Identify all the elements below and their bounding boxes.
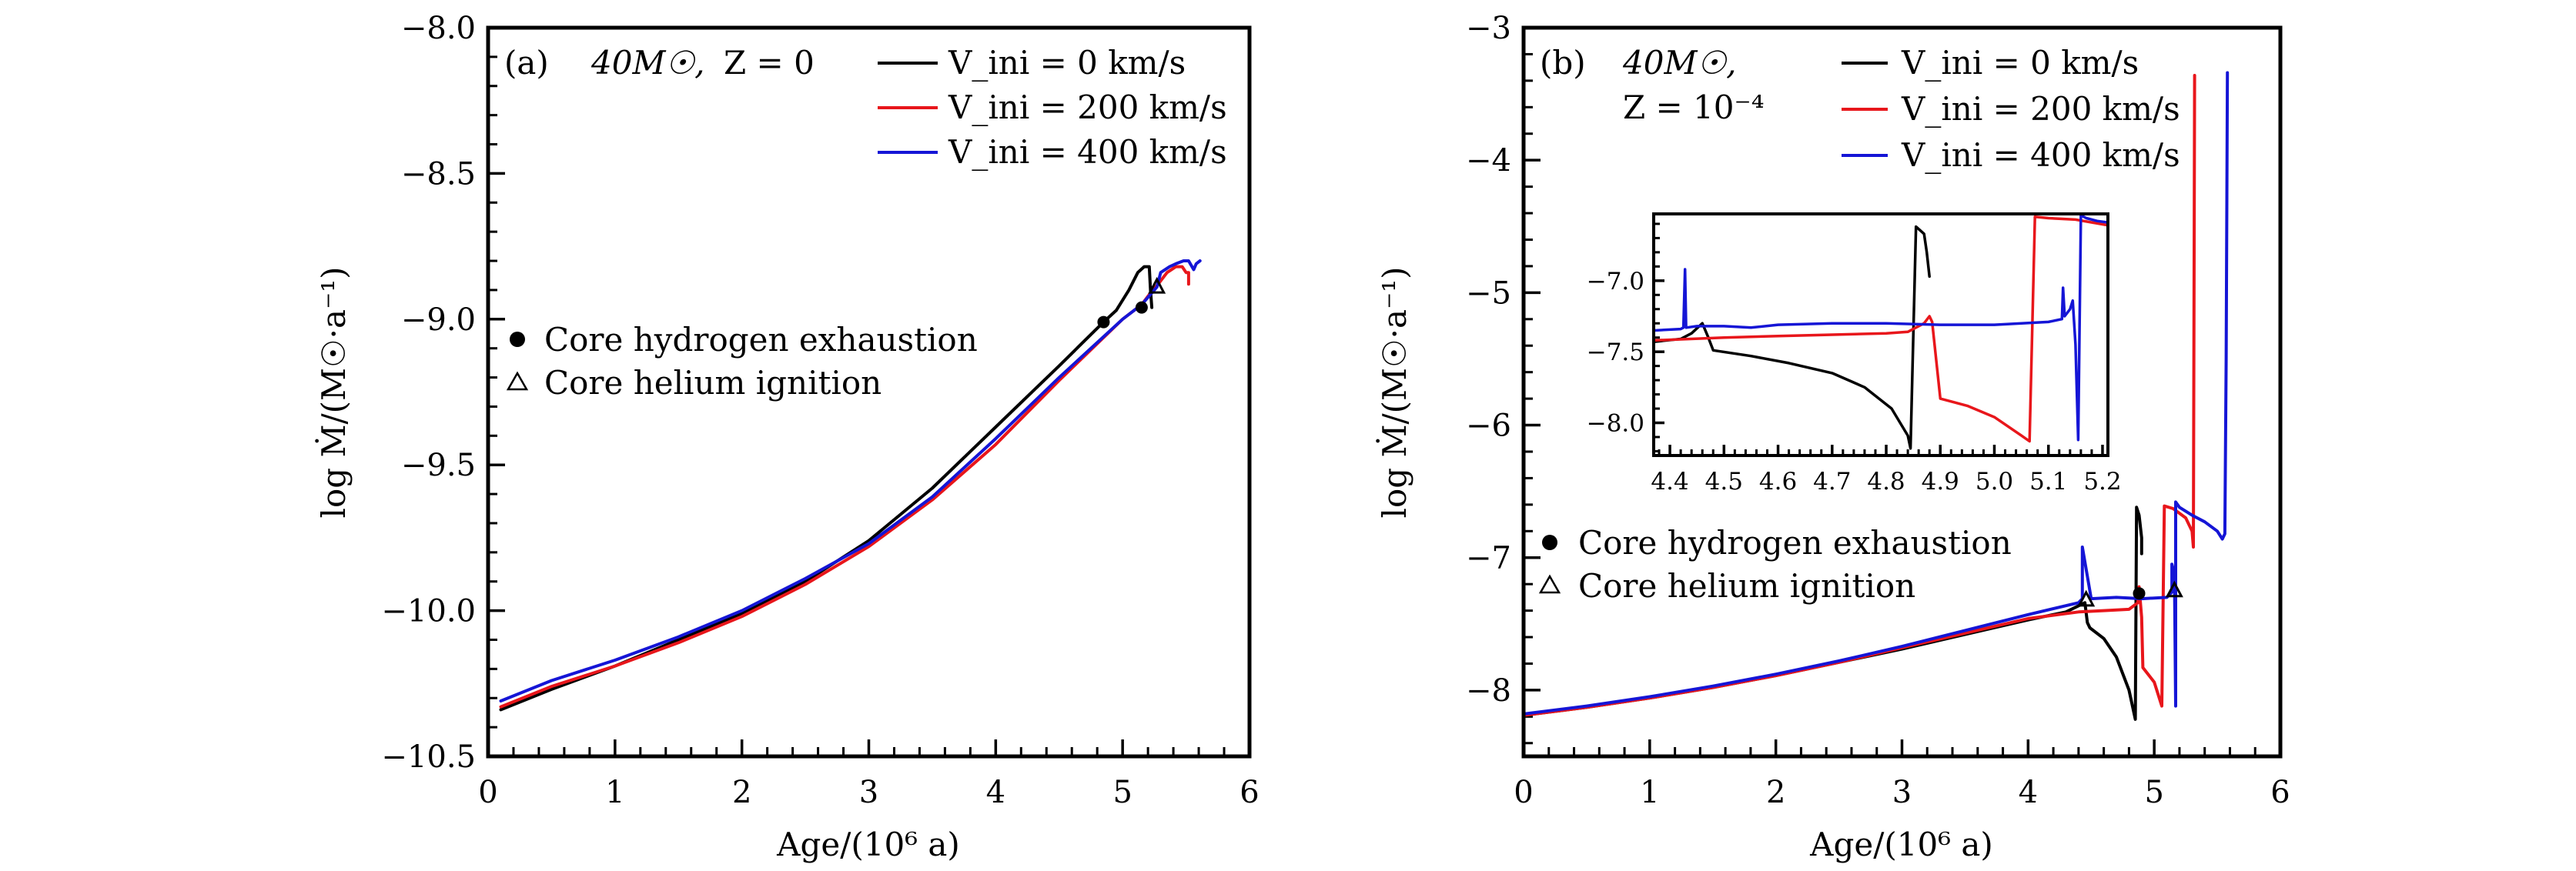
inset-series (1654, 214, 2108, 450)
inset-x-tick-label: 5.1 (2029, 468, 2067, 496)
panel-a-metallicity: Z = 0 (724, 44, 815, 82)
panel-a-series-line-0 (499, 265, 1154, 712)
open-triangle-icon (506, 371, 529, 391)
panel-a-x-tick-label: 3 (859, 775, 878, 810)
panel-a: 0 1 2 3 4 5 6 −10.5 −10.0 −9.5 −9.0 −8.5 −8.0 Age/(… (314, 11, 1260, 863)
panel-b-y-tick-labels: −8 −7 −6 −5 −4 −3 (1466, 11, 1511, 709)
panel-a-frame (486, 25, 1252, 759)
panel-b-legend-label-0: V_ini = 0 km/s (1901, 44, 2139, 82)
panel-b-mass: 40M☉, (1622, 44, 1736, 82)
panel-b-y-tick-label: −7 (1466, 541, 1511, 576)
panel-a-mass: 40M☉, (590, 44, 704, 82)
panel-b-y-tick-label: −5 (1466, 275, 1511, 311)
panel-a-legend: V_ini = 0 km/s V_ini = 200 km/s V_ini = … (878, 44, 1227, 171)
panel-a-marker-legend: Core hydrogen exhaustion Core helium ign… (506, 321, 978, 402)
panel-b-y-tick-label: −8 (1466, 673, 1511, 709)
panel-a-y-tick-label: −9.0 (401, 302, 476, 338)
panel-b-markers (2077, 580, 2183, 607)
panel-a-annotation: (a) 40M☉, Z = 0 (504, 44, 815, 82)
panel-a-x-tick-label: 1 (605, 775, 624, 810)
panel-a-marker-hydrogen-exhaustion (1135, 301, 1148, 314)
panel-a-x-tick-label: 4 (986, 775, 1005, 810)
panel-a-x-tick-labels: 0 1 2 3 4 5 6 (478, 775, 1259, 810)
inset-x-tick-labels: 4.4 4.5 4.6 4.7 4.8 4.9 5.0 5.1 5.2 (1651, 468, 2121, 496)
panel-a-markers (1097, 276, 1166, 329)
open-triangle-icon (1538, 574, 1561, 594)
panel-a-y-tick-label: −8.0 (401, 11, 476, 46)
panel-a-x-tick-label: 0 (478, 775, 497, 810)
inset-x-tick-label: 4.9 (1922, 468, 1959, 496)
panel-b-legend-label-2: V_ini = 400 km/s (1901, 136, 2180, 174)
panel-b-y-tick-label: −3 (1466, 11, 1511, 46)
panel-a-y-tick-label: −10.0 (381, 594, 476, 629)
panel-b-metallicity: Z = 10⁻⁴ (1623, 88, 1765, 126)
panel-b-x-tick-label: 0 (1514, 775, 1533, 810)
panel-a-y-tick-labels: −10.5 −10.0 −9.5 −9.0 −8.5 −8.0 (381, 11, 476, 775)
filled-circle-icon (1542, 535, 1557, 550)
panel-a-marker-helium-ignition (1148, 276, 1166, 294)
panel-b-x-axis-title: Age/(10⁶ a) (1809, 826, 1993, 863)
panel-b-x-tick-label: 4 (2019, 775, 2038, 810)
panel-a-x-tick-label: 6 (1239, 775, 1259, 810)
panel-a-y-tick-label: −9.5 (401, 448, 476, 483)
inset-x-tick-label: 4.8 (1867, 468, 1905, 496)
panel-b-x-tick-label: 2 (1766, 775, 1785, 810)
panel-a-y-axis-title: log Ṁ/(M☉·a⁻¹) (314, 267, 353, 519)
panel-a-y-tick-label: −8.5 (401, 156, 476, 192)
panel-b-y-axis-title: log Ṁ/(M☉·a⁻¹) (1375, 267, 1413, 519)
panel-b-inset-frame (1652, 212, 2109, 457)
panel-a-y-tick-label: −10.5 (381, 739, 476, 775)
panel-a-legend-label-1: V_ini = 200 km/s (948, 88, 1227, 126)
panel-a-marker-legend-label-0: Core hydrogen exhaustion (544, 321, 978, 359)
panel-a-x-tick-label: 2 (732, 775, 751, 810)
panel-b-y-tick-label: −4 (1466, 143, 1511, 179)
panel-b-x-tick-label: 5 (2144, 775, 2163, 810)
panel-b-marker-legend: Core hydrogen exhaustion Core helium ign… (1538, 524, 2012, 605)
panel-b-label: (b) (1540, 44, 1586, 82)
inset-y-tick-label: −8.0 (1587, 410, 1644, 438)
panel-a-legend-label-2: V_ini = 400 km/s (948, 133, 1227, 171)
panel-a-series-line-2 (499, 259, 1202, 702)
panel-b-marker-helium-ignition (2165, 580, 2183, 598)
panel-b-legend: V_ini = 0 km/s V_ini = 200 km/s V_ini = … (1842, 44, 2180, 174)
filled-circle-icon (510, 332, 525, 347)
inset-x-tick-label: 4.6 (1759, 468, 1797, 496)
panel-b-x-tick-label: 6 (2270, 775, 2290, 810)
panel-b-x-tick-label: 3 (1892, 775, 1912, 810)
panel-b-y-tick-label: −6 (1466, 409, 1511, 444)
inset-x-tick-label: 5.0 (1975, 468, 2013, 496)
inset-y-tick-labels: −8.0 −7.5 −7.0 (1587, 268, 1644, 438)
panel-b-marker-legend-label-0: Core hydrogen exhaustion (1578, 524, 2012, 562)
panel-a-marker-legend-label-1: Core helium ignition (544, 364, 882, 402)
panel-b-annotation: (b) 40M☉, Z = 10⁻⁴ (1540, 44, 1765, 126)
inset-x-tick-label: 5.2 (2083, 468, 2121, 496)
inset-x-tick-label: 4.7 (1813, 468, 1851, 496)
panel-b-marker-hydrogen-exhaustion (2133, 587, 2146, 600)
inset-y-tick-label: −7.0 (1587, 268, 1644, 295)
inset-series-line-2 (1654, 214, 2108, 442)
panel-a-x-axis-title: Age/(10⁶ a) (776, 826, 960, 863)
panel-b-frame (1521, 25, 2283, 759)
panel-a-x-tick-label: 5 (1112, 775, 1132, 810)
panel-a-series (499, 259, 1202, 712)
panel-b-x-tick-label: 1 (1640, 775, 1659, 810)
panel-b-legend-label-1: V_ini = 200 km/s (1901, 90, 2180, 128)
inset-x-tick-label: 4.4 (1651, 468, 1688, 496)
panel-b-marker-legend-label-1: Core helium ignition (1578, 567, 1915, 605)
inset-series-line-1 (1654, 215, 2108, 443)
inset-y-tick-label: −7.5 (1587, 339, 1644, 366)
panel-a-label: (a) (504, 44, 549, 82)
panel-b: 0 1 2 3 4 5 6 −8 −7 −6 −5 −4 −3 Age/(10⁶ a) log Ṁ/(… (1375, 11, 2290, 863)
panel-a-legend-label-0: V_ini = 0 km/s (948, 44, 1186, 82)
inset-x-tick-label: 4.5 (1705, 468, 1743, 496)
panel-a-marker-hydrogen-exhaustion (1097, 315, 1110, 329)
panel-b-x-tick-labels: 0 1 2 3 4 5 6 (1514, 775, 2290, 810)
panel-b-marker-helium-ignition (2077, 589, 2096, 607)
panel-b-inset: 4.4 4.5 4.6 4.7 4.8 4.9 5.0 5.1 5.2 −8.0 −7.5 −7.0 (1587, 212, 2122, 496)
